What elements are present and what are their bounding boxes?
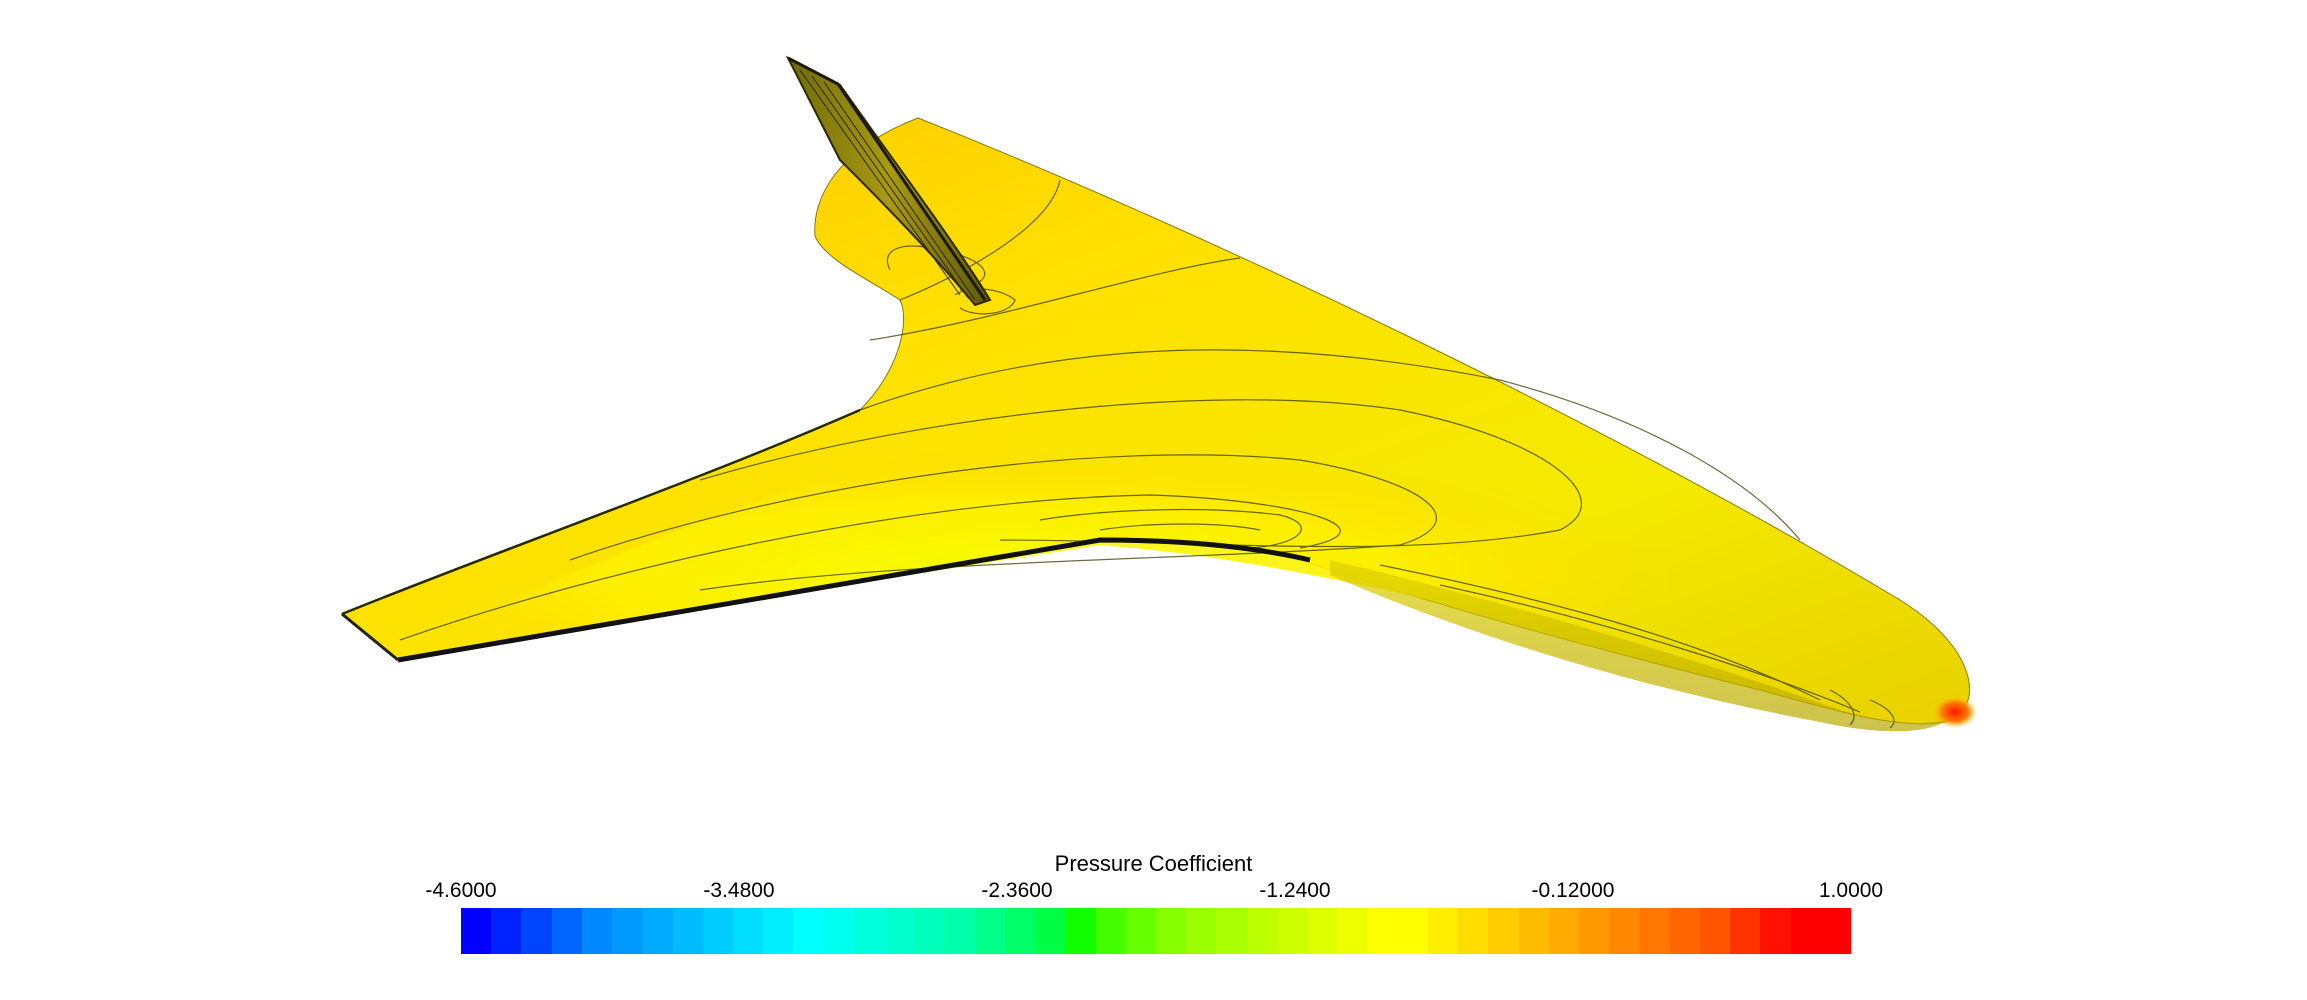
colorbar-band	[1699, 908, 1731, 954]
inner-trailing-edge	[341, 408, 861, 616]
colorbar-band	[1609, 908, 1640, 954]
colorbar-band	[612, 908, 643, 954]
colorbar-band	[853, 908, 885, 954]
colorbar-band	[1458, 908, 1489, 954]
colorbar-band	[1004, 908, 1036, 954]
colorbar-band	[1579, 908, 1610, 954]
fin-contour-lines	[799, 69, 976, 301]
colorbar-band	[1820, 908, 1852, 954]
colorbar-band	[1156, 908, 1187, 954]
colorbar-band	[1337, 908, 1368, 954]
colorbar-band	[1095, 908, 1126, 954]
colorbar-band	[1307, 908, 1338, 954]
colorbar-band	[1186, 908, 1217, 954]
colorbar-band	[1035, 908, 1066, 954]
colorbar-band	[1428, 908, 1459, 954]
colorbar-band	[1488, 908, 1519, 954]
pressure-colorbar	[461, 908, 1852, 954]
colorbar-band	[521, 908, 552, 954]
colorbar-band	[672, 908, 703, 954]
nose-stagnation-region	[1933, 696, 1977, 728]
colorbar-band	[551, 908, 582, 954]
colorbar-band	[1276, 908, 1308, 954]
colorbar-band	[1125, 908, 1157, 954]
colorbar-band	[1669, 908, 1700, 954]
vertical-fin	[785, 55, 992, 307]
colorbar-band	[1790, 908, 1821, 954]
wing-leading-edge	[397, 537, 1311, 663]
wing-tip-edge	[341, 612, 399, 662]
legend-tick-label: -2.3600	[981, 879, 1053, 902]
colorbar-band	[763, 908, 794, 954]
legend-tick-label: -3.4800	[703, 879, 775, 902]
legend-tick-label: 1.0000	[1818, 879, 1884, 902]
colorbar-band	[1397, 908, 1428, 954]
colorbar-band	[1760, 908, 1791, 954]
colorbar-band	[1639, 908, 1670, 954]
colorbar-band	[491, 908, 522, 954]
pressure-contour-lines	[399, 179, 1895, 729]
colorbar-band	[944, 908, 975, 954]
colorbar-band	[702, 908, 733, 954]
colorbar-band	[884, 908, 915, 954]
colorbar-band	[732, 908, 764, 954]
colorbar-band	[1548, 908, 1580, 954]
colorbar-band	[1065, 908, 1096, 954]
colorbar-band	[793, 908, 824, 954]
colorbar-band	[974, 908, 1005, 954]
colorbar-band	[1518, 908, 1549, 954]
colorbar-band	[461, 908, 492, 954]
legend-tick-label: -1.2400	[1259, 879, 1331, 902]
legend-title: Pressure Coefficient	[1054, 851, 1253, 876]
colorbar-band	[914, 908, 945, 954]
colorbar-band	[1246, 908, 1277, 954]
legend-tick-label: -0.12000	[1531, 879, 1615, 902]
vertical-fin-edge	[787, 56, 987, 301]
colorbar-band	[1367, 908, 1398, 954]
nose-underside	[1330, 560, 1950, 732]
colorbar-band	[1730, 908, 1761, 954]
colorbar-band	[642, 908, 673, 954]
colorbar-band	[823, 908, 854, 954]
colorbar-band	[1216, 908, 1247, 954]
colorbar-band	[581, 908, 613, 954]
inboard-wing-highlight	[420, 416, 1789, 675]
legend-tick-label: -4.6000	[425, 879, 497, 902]
